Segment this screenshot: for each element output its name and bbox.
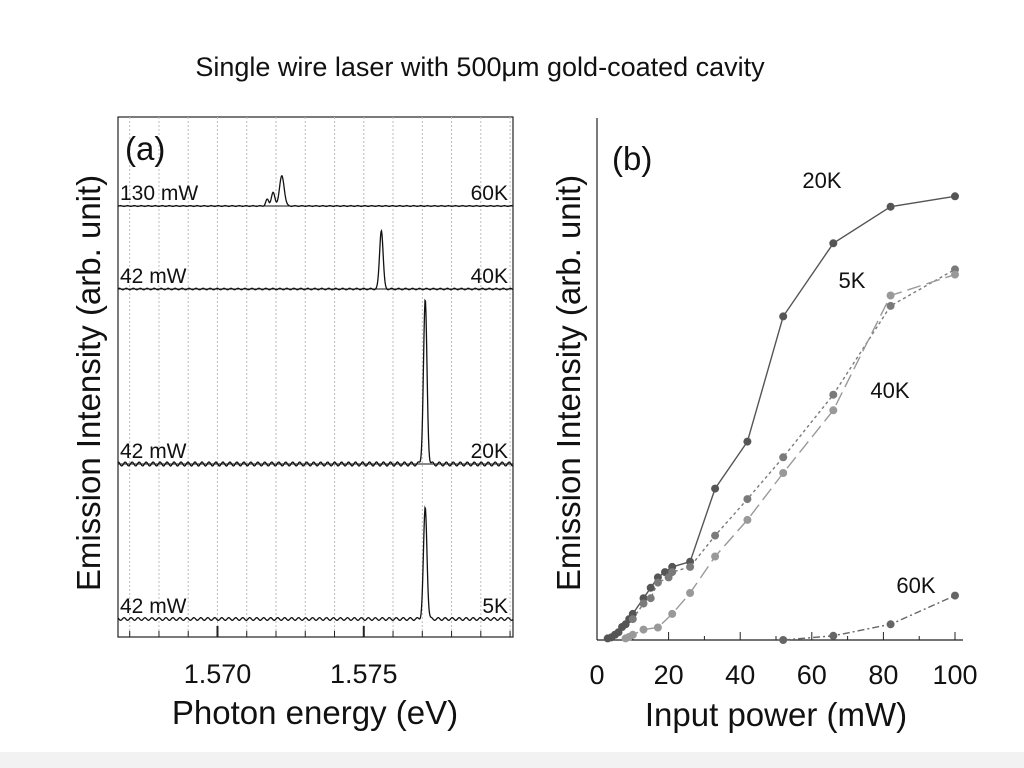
series-line-60k: [783, 594, 956, 641]
data-point-60k: [951, 591, 959, 600]
data-point-20k: [646, 583, 655, 592]
data-point-20k: [711, 484, 720, 493]
data-point-5k: [653, 578, 662, 587]
panel-a-frame: [117, 116, 514, 638]
spectrum-temp-label: 5K: [482, 595, 508, 618]
panel-b-tick-label: 0: [589, 660, 604, 690]
panel-a-tick-label: 1.575: [330, 659, 398, 689]
spectrum-power-label: 42 mW: [120, 595, 187, 618]
data-point-5k: [628, 615, 637, 624]
series-label-5k: 5K: [839, 268, 866, 293]
data-point-40k: [886, 291, 895, 300]
data-point-40k: [686, 589, 695, 597]
panel-a-ylabel: Emission Intensity (arb. unit): [70, 175, 107, 591]
panel-a-xlabel: Photon energy (eV): [172, 694, 458, 731]
spectrum-trace-5k: [117, 505, 514, 621]
spectrum-power-label: 42 mW: [120, 265, 187, 288]
data-point-5k: [886, 301, 895, 310]
panel-b-tick-label: 60: [797, 660, 827, 690]
spectrum-power-label: 130 mW: [120, 182, 198, 205]
data-point-5k: [711, 531, 720, 540]
data-point-40k: [829, 406, 838, 415]
series-label-20k: 20K: [802, 168, 841, 193]
data-point-20k: [829, 239, 838, 248]
bottom-strip: [0, 752, 1024, 768]
panel-b-ylabel: Emission Intensity (arb. unit): [550, 175, 587, 591]
data-point-40k: [711, 552, 720, 561]
data-point-60k: [779, 636, 788, 644]
data-point-20k: [951, 192, 959, 201]
data-point-20k: [779, 312, 788, 321]
page-title: Single wire laser with 500μm gold-coated…: [195, 52, 765, 82]
panel-b-label: (b): [612, 140, 652, 177]
panel-b-tick-label: 100: [932, 660, 977, 690]
panel-a-label: (a): [125, 130, 165, 167]
data-point-40k: [779, 469, 788, 477]
data-point-5k: [686, 562, 695, 571]
spectrum-power-label: 42 mW: [120, 440, 187, 463]
panel-a: 130 mW 60K 42 mW 40K 42 mW 20K 42 mW 5K 1.570 1.5…: [70, 116, 514, 731]
panel-b-xlabel: Input power (mW): [645, 696, 907, 733]
panel-a-tick-label: 1.570: [184, 659, 252, 689]
data-point-60k: [829, 631, 838, 640]
data-point-5k: [743, 495, 752, 504]
spectrum-temp-label: 60K: [471, 182, 508, 205]
series-label-60k: 60K: [896, 573, 935, 598]
panel-b-tick-label: 40: [725, 660, 755, 690]
series-label-40k: 40K: [870, 378, 909, 403]
spectrum-temp-label: 20K: [471, 440, 508, 463]
data-point-40k: [628, 630, 637, 639]
panel-b-tick-label: 80: [868, 660, 898, 690]
data-point-5k: [646, 594, 655, 603]
panel-b: 0 20 40 60 80 100 20K 5K 40K 60K (b) Input power (m…: [550, 118, 978, 733]
data-point-5k: [779, 453, 788, 462]
data-point-20k: [886, 202, 895, 211]
panel-b-tick-label: 20: [654, 660, 684, 690]
data-point-20k: [743, 437, 752, 446]
data-point-40k: [639, 625, 648, 634]
spectrum-temp-label: 40K: [471, 265, 508, 288]
data-point-40k: [743, 515, 752, 524]
series-line-5k: [632, 268, 956, 620]
data-point-40k: [951, 270, 959, 279]
data-point-40k: [668, 609, 677, 618]
data-point-40k: [653, 623, 662, 632]
data-point-5k: [639, 599, 648, 608]
data-point-5k: [829, 390, 838, 399]
data-point-5k: [668, 568, 677, 577]
data-point-60k: [886, 620, 895, 629]
